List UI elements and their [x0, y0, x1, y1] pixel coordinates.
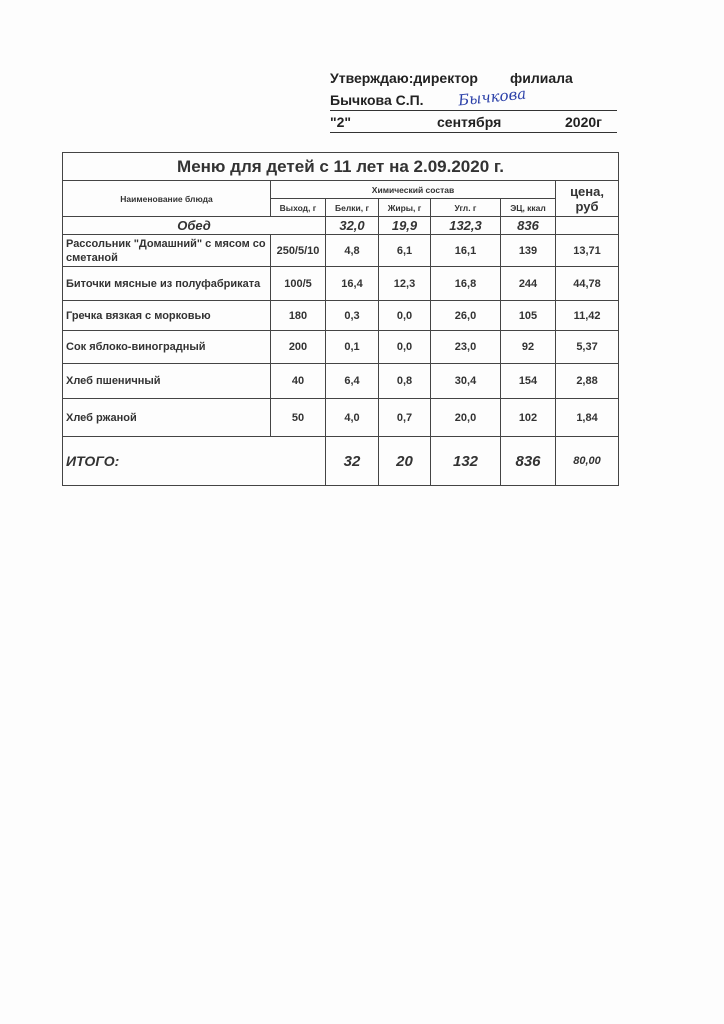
total-price: 80,00: [554, 436, 620, 486]
cell-yield: 100/5: [270, 266, 326, 301]
cell-price: 11,42: [554, 300, 620, 331]
cell-fat: 0,0: [378, 300, 431, 331]
cell-carb: 16,8: [430, 266, 501, 301]
cell-fat: 0,8: [378, 363, 431, 399]
header-energy: ЭЦ, ккал: [500, 198, 556, 217]
cell-yield: 50: [270, 398, 326, 437]
cell-carb: 20,0: [430, 398, 501, 437]
approval-day: "2": [330, 114, 352, 130]
meal-energy: 836: [500, 216, 556, 235]
cell-protein: 0,1: [325, 330, 379, 364]
menu-title: Меню для детей с 11 лет на 2.09.2020 г.: [61, 152, 620, 181]
cell-carb: 23,0: [430, 330, 501, 364]
header-protein: Белки, г: [325, 198, 379, 217]
cell-yield: 40: [270, 363, 326, 399]
meal-protein: 32,0: [325, 216, 379, 235]
table-row: Рассольник "Домашний" с мясом со сметано…: [62, 234, 620, 267]
cell-protein: 4,0: [325, 398, 379, 437]
cell-carb: 30,4: [430, 363, 501, 399]
header-carb: Угл. г: [430, 198, 501, 217]
cell-protein: 6,4: [325, 363, 379, 399]
meal-price: [554, 216, 620, 235]
divider: [330, 132, 617, 133]
approval-line1: Утверждаю:директор: [330, 70, 478, 86]
cell-energy: 102: [500, 398, 556, 437]
menu-table: Меню для детей с 11 лет на 2.09.2020 г. …: [61, 152, 620, 486]
table-row: Хлеб ржаной 50 4,0 0,7 20,0 102 1,84: [62, 398, 620, 437]
table-row: Хлеб пшеничный 40 6,4 0,8 30,4 154 2,88: [62, 363, 620, 399]
cell-price: 2,88: [554, 363, 620, 399]
cell-energy: 154: [500, 363, 556, 399]
cell-carb: 26,0: [430, 300, 501, 331]
cell-name: Биточки мясные из полуфабриката: [62, 266, 271, 301]
cell-protein: 16,4: [325, 266, 379, 301]
cell-yield: 250/5/10: [270, 234, 326, 267]
cell-energy: 105: [500, 300, 556, 331]
cell-fat: 0,0: [378, 330, 431, 364]
cell-fat: 6,1: [378, 234, 431, 267]
table-row: Биточки мясные из полуфабриката 100/5 16,4…: [62, 266, 620, 301]
approval-branch: филиала: [510, 70, 573, 86]
header-yield: Выход, г: [270, 198, 326, 217]
cell-fat: 0,7: [378, 398, 431, 437]
approval-name: Бычкова С.П.: [330, 92, 424, 108]
cell-energy: 139: [500, 234, 556, 267]
meal-carb: 132,3: [430, 216, 501, 235]
cell-price: 5,37: [554, 330, 620, 364]
cell-price: 44,78: [554, 266, 620, 301]
header-dish: Наименование блюда: [62, 180, 271, 217]
table-row: Гречка вязкая с морковью 180 0,3 0,0 26,0 105…: [62, 300, 620, 331]
cell-name: Сок яблоко-виноградный: [62, 330, 271, 364]
header-fat: Жиры, г: [378, 198, 431, 217]
header-chem: Химический состав: [270, 180, 556, 199]
meal-label: Обед: [62, 216, 326, 235]
divider: [330, 110, 617, 111]
total-label: ИТОГО:: [62, 436, 326, 486]
total-energy: 836: [500, 436, 556, 486]
total-carb: 132: [430, 436, 501, 486]
total-protein: 32: [325, 436, 379, 486]
approval-month: сентября: [437, 114, 502, 130]
total-fat: 20: [378, 436, 431, 486]
cell-price: 1,84: [554, 398, 620, 437]
meal-fat: 19,9: [378, 216, 431, 235]
cell-name: Рассольник "Домашний" с мясом со сметано…: [62, 234, 271, 267]
cell-name: Гречка вязкая с морковью: [62, 300, 271, 331]
signature: Бычкова: [457, 84, 527, 110]
cell-name: Хлеб ржаной: [62, 398, 271, 437]
cell-energy: 244: [500, 266, 556, 301]
cell-energy: 92: [500, 330, 556, 364]
cell-yield: 200: [270, 330, 326, 364]
cell-carb: 16,1: [430, 234, 501, 267]
cell-protein: 0,3: [325, 300, 379, 331]
header-price: цена, руб: [554, 180, 620, 217]
cell-fat: 12,3: [378, 266, 431, 301]
cell-protein: 4,8: [325, 234, 379, 267]
cell-yield: 180: [270, 300, 326, 331]
cell-price: 13,71: [554, 234, 620, 267]
cell-name: Хлеб пшеничный: [62, 363, 271, 399]
table-row: Сок яблоко-виноградный 200 0,1 0,0 23,0 92 5,3…: [62, 330, 620, 364]
approval-year: 2020г: [565, 114, 602, 130]
